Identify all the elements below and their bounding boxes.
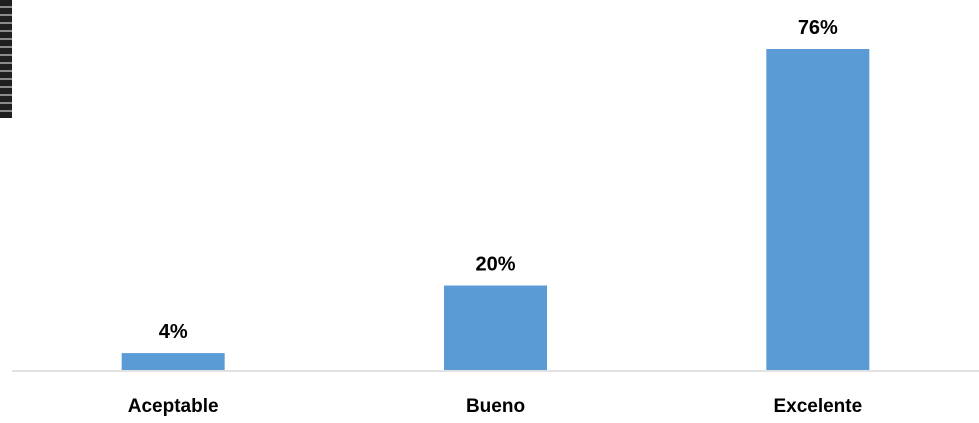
- data-label-excelente: 76%: [798, 17, 838, 39]
- bar-excelente: [766, 49, 870, 370]
- x-tick-label-excelente: Excelente: [773, 396, 862, 417]
- bars-group: [121, 49, 870, 370]
- bar-aceptable: [121, 353, 225, 370]
- x-tick-label-bueno: Bueno: [466, 396, 525, 417]
- data-label-aceptable: 4%: [159, 321, 188, 343]
- x-tick-labels-group: Aceptable Bueno Excelente: [128, 396, 862, 417]
- data-label-bueno: 20%: [475, 254, 515, 276]
- bar-bueno: [444, 285, 547, 370]
- data-labels-group: 4% 20% 76%: [159, 17, 838, 343]
- left-edge-stripe-decoration: [0, 0, 12, 118]
- x-tick-label-aceptable: Aceptable: [128, 396, 219, 417]
